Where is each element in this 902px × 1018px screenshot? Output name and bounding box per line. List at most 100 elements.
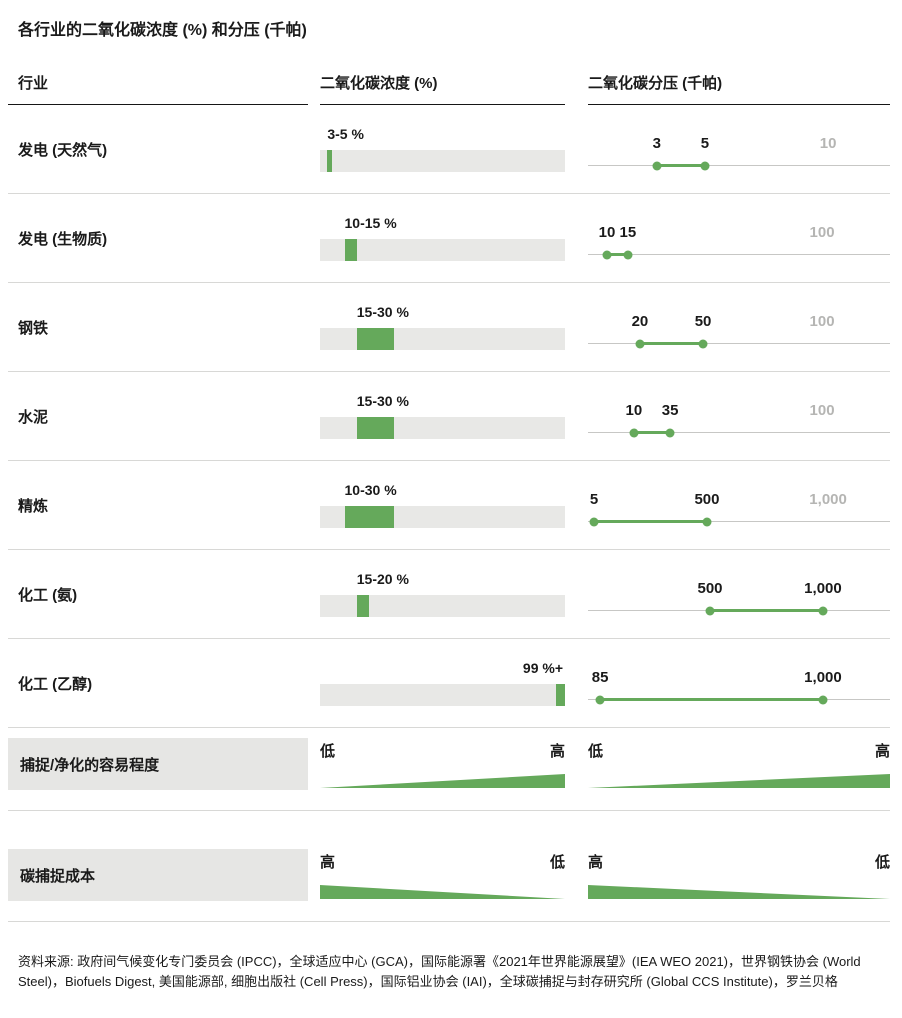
pressure-cell: 20 50 100 xyxy=(588,311,890,357)
pressure-scale-ref-label: 10 xyxy=(819,135,837,152)
pressure-axis-line xyxy=(588,343,890,344)
pressure-cell: 85 1,000 xyxy=(588,667,890,713)
pressure-cell: 10 35 100 xyxy=(588,400,890,446)
concentration-bar-fill xyxy=(356,595,369,617)
summary-row-label: 捕捉/净化的容易程度 xyxy=(8,738,308,790)
summary-scale-labels: 低高 xyxy=(320,740,565,761)
concentration-bar-track xyxy=(320,506,565,528)
concentration-cell: 3-5 % xyxy=(320,126,565,172)
pressure-dot xyxy=(702,517,712,526)
concentration-bar-track xyxy=(320,684,565,706)
pressure-dot xyxy=(700,161,710,170)
pressure-value-label: 35 xyxy=(661,402,679,419)
concentration-bar-track xyxy=(320,417,565,439)
summary-scale-labels: 低高 xyxy=(588,740,890,761)
industry-label: 发电 (天然气) xyxy=(18,141,108,159)
summary-row: 碳捕捉成本高低高低 xyxy=(8,839,890,922)
concentration-cell: 10-30 % xyxy=(320,482,565,528)
concentration-bar-fill xyxy=(344,239,357,261)
rising-triangle-icon xyxy=(320,774,565,788)
table-row: 钢铁 15-30 % 20 50 100 xyxy=(8,283,890,372)
pressure-dot xyxy=(629,428,639,437)
concentration-range-label: 15-20 % xyxy=(356,571,409,587)
industry-label: 化工 (氨) xyxy=(18,586,78,604)
summary-scale-block: 高低 xyxy=(320,849,565,901)
pressure-axis-line xyxy=(588,165,890,166)
pressure-dot xyxy=(595,695,605,704)
falling-triangle-icon xyxy=(588,885,890,899)
concentration-bar-fill xyxy=(344,506,394,528)
pressure-dot xyxy=(589,517,599,526)
pressure-value-label: 85 xyxy=(591,669,609,686)
pressure-range-line xyxy=(594,520,707,523)
pressure-dot xyxy=(623,250,633,259)
summary-row-label: 碳捕捉成本 xyxy=(8,849,308,901)
table-row: 发电 (天然气) 3-5 % 3 5 10 xyxy=(8,105,890,194)
pressure-dot xyxy=(698,339,708,348)
scale-left-label: 高 xyxy=(320,854,336,871)
pressure-value-label: 10 xyxy=(598,224,616,241)
pressure-dot xyxy=(602,250,612,259)
pressure-axis-line xyxy=(588,254,890,255)
summary-scale-block: 低高 xyxy=(320,738,565,790)
scale-left-label: 低 xyxy=(588,743,604,760)
pressure-value-label: 1,000 xyxy=(804,580,842,597)
pressure-axis-line xyxy=(588,432,890,433)
pressure-value-label: 1,000 xyxy=(804,669,842,686)
column-header-row: 行业 二氧化碳浓度 (%) 二氧化碳分压 (千帕) xyxy=(8,72,890,105)
summary-scale-block: 低高 xyxy=(588,738,890,790)
pressure-range-line xyxy=(710,609,823,612)
pressure-axis-line xyxy=(588,521,890,522)
pressure-cell: 3 5 10 xyxy=(588,133,890,179)
concentration-range-label: 99 %+ xyxy=(522,660,563,676)
pressure-scale-ref-label: 1,000 xyxy=(809,491,847,508)
concentration-bar-fill xyxy=(556,684,565,706)
pressure-cell: 500 1,000 xyxy=(588,578,890,624)
concentration-cell: 15-20 % xyxy=(320,571,565,617)
data-rows: 发电 (天然气) 3-5 % 3 5 10 发电 (生物质) 10-15 % 10 15 100 钢… xyxy=(8,105,890,728)
pressure-range-line xyxy=(607,253,628,256)
pressure-value-label: 3 xyxy=(652,135,662,152)
concentration-bar-fill xyxy=(356,417,394,439)
industry-label: 钢铁 xyxy=(18,319,49,337)
concentration-cell: 10-15 % xyxy=(320,215,565,261)
table-row: 精炼 10-30 % 5 500 1,000 xyxy=(8,461,890,550)
scale-left-label: 高 xyxy=(588,854,604,871)
concentration-range-label: 10-15 % xyxy=(344,215,397,231)
column-header-pressure: 二氧化碳分压 (千帕) xyxy=(588,72,890,105)
industry-label: 精炼 xyxy=(18,497,49,515)
pressure-range-line xyxy=(600,698,823,701)
pressure-value-label: 50 xyxy=(694,313,712,330)
table-row: 发电 (生物质) 10-15 % 10 15 100 xyxy=(8,194,890,283)
pressure-range-line xyxy=(633,431,671,434)
pressure-dot xyxy=(818,695,828,704)
pressure-value-label: 10 xyxy=(625,402,643,419)
scale-right-label: 低 xyxy=(874,854,890,871)
table-row: 水泥 15-30 % 10 35 100 xyxy=(8,372,890,461)
column-header-concentration: 二氧化碳浓度 (%) xyxy=(320,72,565,105)
table-row: 化工 (乙醇) 99 %+ 85 1,000 xyxy=(8,639,890,728)
concentration-bar-fill xyxy=(356,328,394,350)
concentration-cell: 99 %+ xyxy=(320,660,565,706)
industry-label: 水泥 xyxy=(18,408,49,426)
page-title: 各行业的二氧化碳浓度 (%) 和分压 (千帕) xyxy=(18,22,307,39)
pressure-range-line xyxy=(656,164,705,167)
pressure-scale-ref-label: 100 xyxy=(809,402,835,419)
concentration-cell: 15-30 % xyxy=(320,393,565,439)
concentration-bar-track xyxy=(320,150,565,172)
pressure-cell: 10 15 100 xyxy=(588,222,890,268)
pressure-dot xyxy=(818,606,828,615)
source-note: 资料来源: 政府间气候变化专门委员会 (IPCC)，全球适应中心 (GCA)，国… xyxy=(18,954,861,990)
pressure-dot xyxy=(652,161,662,170)
concentration-bar-track xyxy=(320,239,565,261)
concentration-range-label: 15-30 % xyxy=(356,393,409,409)
pressure-cell: 5 500 1,000 xyxy=(588,489,890,535)
pressure-value-label: 500 xyxy=(694,491,720,508)
summary-rows: 捕捉/净化的容易程度低高低高碳捕捉成本高低高低 xyxy=(8,728,890,922)
pressure-value-label: 15 xyxy=(619,224,637,241)
scale-left-label: 低 xyxy=(320,743,336,760)
pressure-range-line xyxy=(639,342,704,345)
concentration-bar-track xyxy=(320,595,565,617)
concentration-range-label: 15-30 % xyxy=(356,304,409,320)
